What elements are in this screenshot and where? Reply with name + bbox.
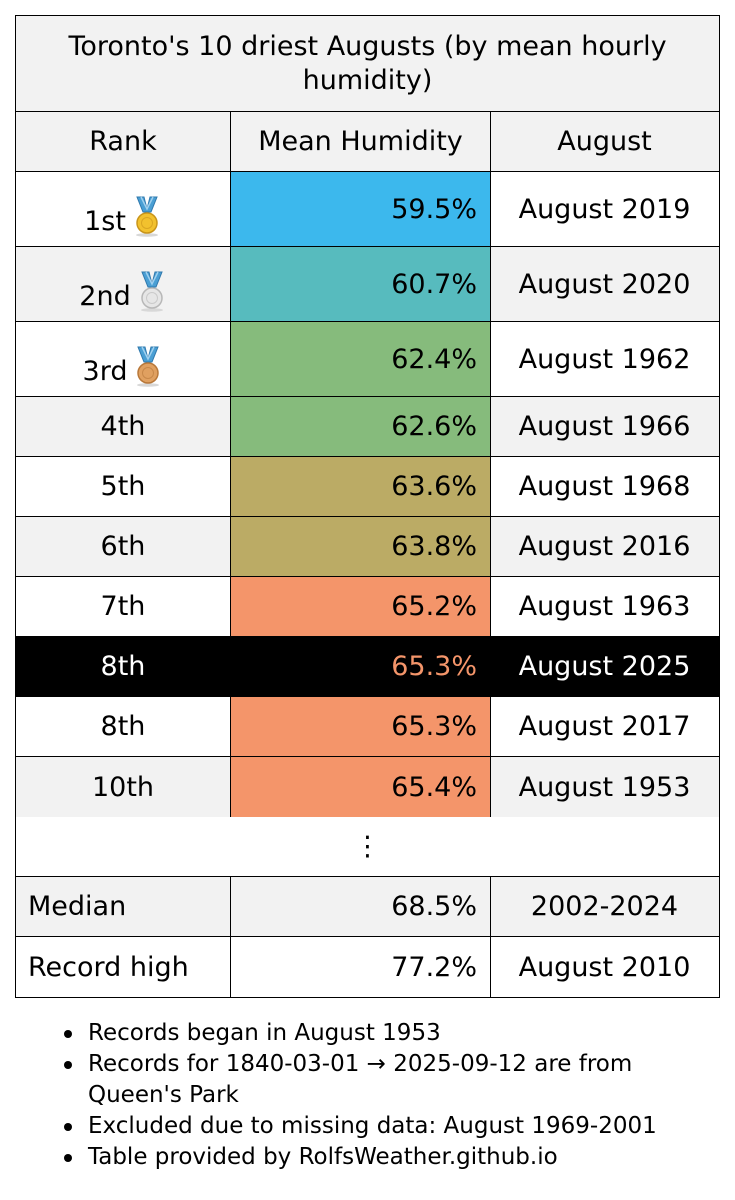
humidity-cell: 63.6% [231,457,491,516]
ellipsis-row: ⋮ [16,817,719,877]
rank-label: 2nd [79,281,131,312]
rank-label: 6th [100,531,146,562]
summary-label: Median [16,877,231,936]
rank-cell: 8th [16,637,231,696]
humidity-value: 65.2% [391,591,477,622]
header-row: Rank Mean Humidity August [16,112,719,172]
table-row: 6th 63.8% August 2016 [16,517,719,577]
humidity-value: 62.6% [391,411,477,442]
rank-cell: 4th [16,397,231,456]
august-cell: August 1953 [518,771,691,803]
rank-label: 1st [84,206,126,237]
rank-with-medal: 1st [84,181,162,237]
humidity-value: 65.3% [391,651,477,682]
august-cell: August 1963 [518,591,691,622]
table-row: 4th 62.6% August 1966 [16,397,719,457]
table-row: 8th 65.3% August 2017 [16,697,719,757]
humidity-value: 63.6% [391,471,477,502]
rank-label: 5th [100,471,146,502]
august-cell: August 2016 [518,531,691,562]
summary-row: Median 68.5% 2002-2024 [16,877,719,937]
gold-medal-icon [135,196,158,237]
humidity-cell: 59.5% [231,172,491,246]
humidity-value: 60.7% [391,268,477,300]
note-item: Records for 1840-03-01 → 2025-09-12 are … [60,1049,700,1111]
humidity-cell: 65.4% [231,757,491,817]
humidity-value: 65.3% [391,711,477,742]
humidity-cell: 62.6% [231,397,491,456]
table-row: 10th 65.4% August 1953 [16,757,719,817]
note-item: Records began in August 1953 [60,1018,700,1049]
humidity-cell: 62.4% [231,322,491,396]
table-title: Toronto's 10 driest Augusts (by mean hou… [16,16,719,112]
summary-humidity: 77.2% [231,937,491,997]
humidity-cell: 65.3% [231,637,491,696]
august-cell: August 2025 [518,651,691,682]
rank-cell: 2nd [16,247,231,321]
rank-cell: 3rd [16,322,231,396]
header-august: August [557,126,652,157]
humidity-table: Toronto's 10 driest Augusts (by mean hou… [15,15,720,998]
rank-with-medal: 2nd [79,256,166,312]
rank-label: 4th [100,411,146,442]
rank-label: 10th [91,771,155,803]
humidity-cell: 60.7% [231,247,491,321]
rank-label: 3rd [82,356,128,387]
ellipsis: ⋮ [354,831,381,862]
table-row: 7th 65.2% August 1963 [16,577,719,637]
august-cell: August 1968 [518,471,691,502]
august-cell: August 2017 [518,711,691,742]
august-cell: August 2019 [518,193,691,225]
summary-august: August 2010 [518,951,691,983]
table-row: 2nd 60.7% August 2020 [16,247,719,322]
bronze-medal-icon [137,346,160,387]
rank-label: 8th [100,711,146,742]
table-row: 1st 59.5% August 2019 [16,172,719,247]
header-humidity: Mean Humidity [231,112,491,171]
humidity-value: 65.4% [391,771,477,803]
summary-row: Record high 77.2% August 2010 [16,937,719,997]
summary-humidity: 68.5% [231,877,491,936]
note-item: Table provided by RolfsWeather.github.io [60,1142,700,1173]
notes-list: Records began in August 1953 Records for… [60,1018,700,1173]
rank-label: 8th [100,651,146,682]
humidity-value: 62.4% [391,343,477,375]
august-cell: August 1966 [518,411,691,442]
silver-medal-icon [140,271,163,312]
august-cell: August 1962 [518,343,691,375]
table-row: 3rd 62.4% August 1962 [16,322,719,397]
humidity-value: 59.5% [391,193,477,225]
humidity-cell: 63.8% [231,517,491,576]
rank-cell: 10th [16,757,231,817]
rank-cell: 7th [16,577,231,636]
summary-august: 2002-2024 [530,891,679,922]
rank-with-medal: 3rd [83,331,164,387]
table-row: 5th 63.6% August 1968 [16,457,719,517]
summary-label: Record high [16,937,231,997]
table-row: 8th 65.3% August 2025 [16,637,719,697]
header-rank: Rank [16,112,231,171]
note-item: Excluded due to missing data: August 196… [60,1111,700,1142]
humidity-cell: 65.3% [231,697,491,756]
rank-cell: 6th [16,517,231,576]
humidity-cell: 65.2% [231,577,491,636]
rank-cell: 8th [16,697,231,756]
rank-cell: 1st [16,172,231,246]
august-cell: August 2020 [518,268,691,300]
rank-label: 7th [100,591,146,622]
rank-cell: 5th [16,457,231,516]
humidity-value: 63.8% [391,531,477,562]
